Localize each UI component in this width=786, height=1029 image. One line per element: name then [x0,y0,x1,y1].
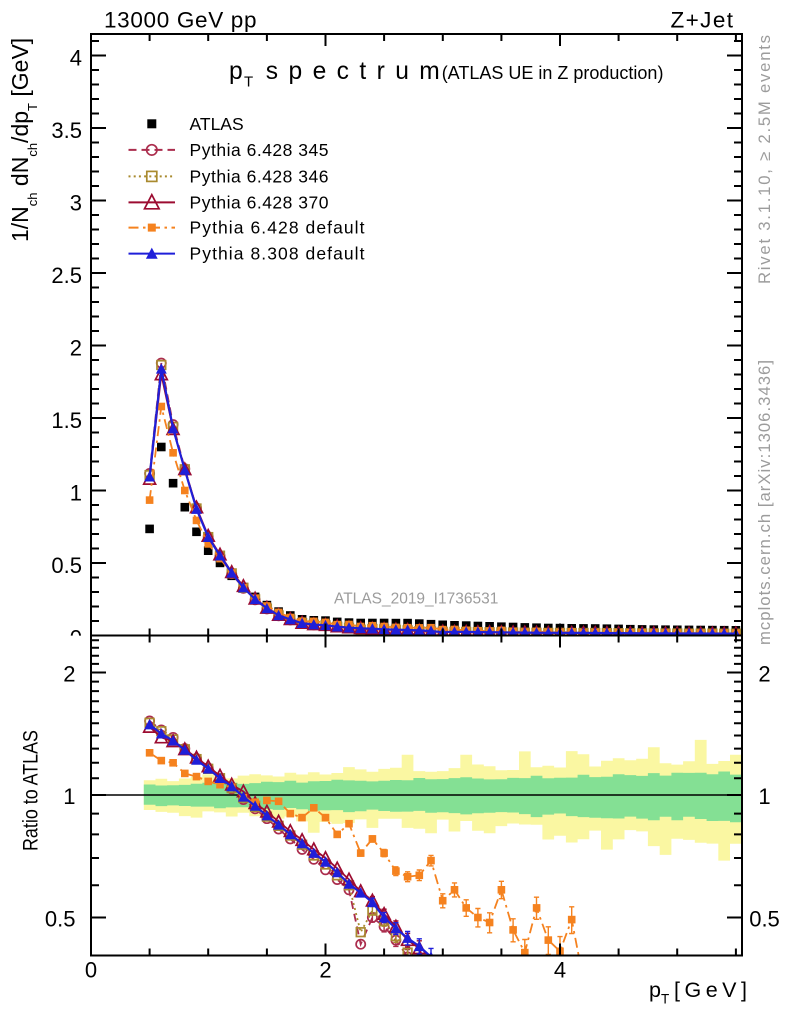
svg-text:1: 1 [758,784,770,809]
svg-text:0.5: 0.5 [51,553,82,578]
svg-text:4: 4 [554,958,566,983]
svg-text:ATLAS_2019_I1736531: ATLAS_2019_I1736531 [334,591,498,608]
svg-text:Z+Jet: Z+Jet [671,8,734,33]
svg-text:T: T [661,992,669,1007]
svg-text:13000 GeV pp: 13000 GeV pp [104,8,257,33]
svg-text:T: T [244,74,253,91]
svg-text:3.5: 3.5 [51,118,82,143]
svg-text:0: 0 [70,626,82,651]
svg-text:Pythia 6.428 default: Pythia 6.428 default [190,218,365,238]
svg-text:2: 2 [63,662,75,687]
svg-text:[GeV]: [GeV] [674,978,747,1002]
svg-text:0.5: 0.5 [45,907,76,932]
svg-text:Pythia 8.308 default: Pythia 8.308 default [190,244,365,264]
svg-text:Ratio to ATLAS: Ratio to ATLAS [20,730,43,851]
svg-text:mcplots.cern.ch [arXiv:1306.34: mcplots.cern.ch [arXiv:1306.3436] [755,360,774,645]
svg-text:Pythia 6.428 346: Pythia 6.428 346 [190,166,329,186]
svg-text:Pythia 6.428 345: Pythia 6.428 345 [190,140,329,160]
svg-text:1.5: 1.5 [51,408,82,433]
svg-text:2.5: 2.5 [51,263,82,288]
svg-text:1: 1 [70,481,82,506]
svg-text:Pythia 6.428 370: Pythia 6.428 370 [190,192,329,212]
svg-text:Rivet 3.1.10, ≥ 2.5M events: Rivet 3.1.10, ≥ 2.5M events [755,35,774,284]
svg-text:0.5: 0.5 [749,907,780,932]
svg-text:2: 2 [70,336,82,361]
svg-text:0: 0 [85,958,97,983]
svg-text:p: p [649,978,661,1002]
svg-text:ATLAS: ATLAS [190,114,244,134]
svg-text:1: 1 [63,784,75,809]
svg-text:p: p [229,58,243,85]
svg-text:2: 2 [319,958,331,983]
svg-text:4: 4 [70,46,82,71]
svg-text:3: 3 [70,191,82,216]
svg-text:(ATLAS UE in Z production): (ATLAS UE in Z production) [442,63,664,83]
svg-text:2: 2 [758,662,770,687]
